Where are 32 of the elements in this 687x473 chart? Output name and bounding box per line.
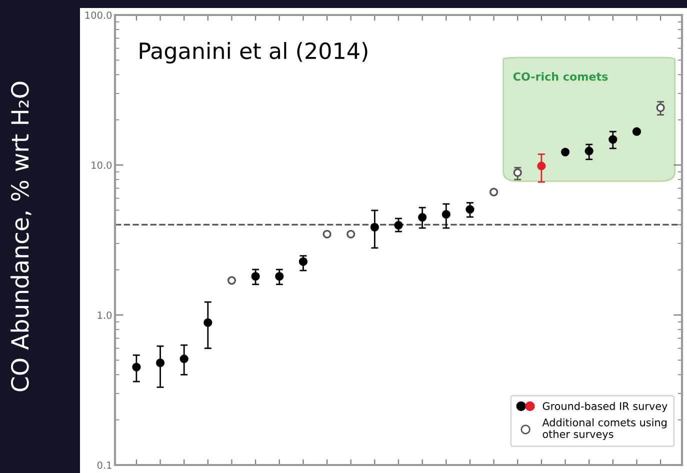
point <box>298 257 308 266</box>
point <box>322 230 332 238</box>
point <box>370 222 379 232</box>
point <box>560 148 570 156</box>
point <box>632 127 642 136</box>
point <box>180 354 188 364</box>
point <box>442 210 450 219</box>
point <box>346 230 356 238</box>
y-tick-label: 10.0 <box>92 161 112 169</box>
point <box>275 272 284 281</box>
point <box>227 276 236 285</box>
legend-label: Ground-based IR survey <box>542 402 668 412</box>
y-axis-title: CO Abundance, % wrt H₂O <box>10 82 32 392</box>
point <box>489 188 498 196</box>
text: Paganini et al (2014) <box>140 42 368 64</box>
point <box>513 168 522 177</box>
point <box>584 146 594 156</box>
point <box>251 272 260 281</box>
point <box>394 220 403 230</box>
band-label: CO-rich comets <box>513 72 608 81</box>
point <box>466 205 474 214</box>
point <box>156 358 165 368</box>
y-tick-label: 100.0 <box>85 11 112 19</box>
y-tick-label: 0.1 <box>97 461 112 469</box>
point <box>204 318 212 327</box>
point <box>418 213 427 222</box>
point <box>132 362 141 372</box>
legend-label: Additional comets using other surveys <box>542 418 666 440</box>
y-tick-label: 1.0 <box>98 311 112 319</box>
point <box>537 162 546 170</box>
point <box>608 135 618 144</box>
point <box>656 103 665 112</box>
